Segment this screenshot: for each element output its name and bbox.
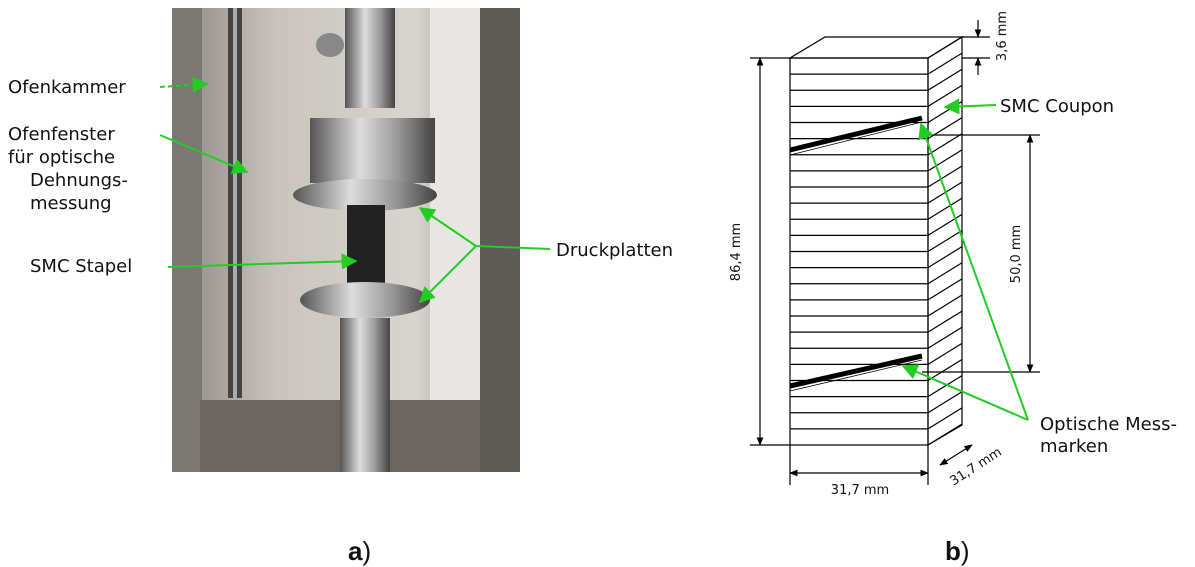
caption: a) bbox=[348, 536, 371, 566]
dim-label: 31,7 mm bbox=[831, 483, 889, 498]
label: Dehnungs- bbox=[30, 170, 128, 191]
caption-letter: a bbox=[348, 536, 363, 566]
arrow bbox=[418, 207, 477, 247]
layer-side-line bbox=[927, 197, 963, 220]
layer-side-line bbox=[927, 68, 963, 91]
dim-label: 31,7 mm bbox=[948, 445, 1005, 489]
layer-side-line bbox=[927, 407, 963, 430]
label: Druckplatten bbox=[556, 240, 673, 261]
layer-side-line bbox=[927, 375, 963, 398]
measure-mark bbox=[789, 115, 923, 153]
layer-side-line bbox=[927, 84, 963, 107]
dim-label: 86,4 mm bbox=[729, 223, 744, 281]
layer-side-line bbox=[927, 342, 963, 365]
arrow bbox=[418, 245, 477, 304]
layer-side-line bbox=[927, 165, 963, 188]
layer-side-line bbox=[927, 358, 963, 382]
label: Optische Mess- bbox=[1040, 414, 1177, 435]
layer-side-line bbox=[927, 100, 963, 124]
caption-paren: ) bbox=[362, 536, 371, 566]
layer-side-line bbox=[927, 149, 963, 172]
measure-mark bbox=[789, 359, 923, 392]
label: Ofenkammer bbox=[8, 77, 126, 98]
dimension bbox=[939, 444, 973, 466]
caption: b) bbox=[945, 536, 970, 566]
caption-letter: b bbox=[945, 536, 961, 566]
layer-side-line bbox=[927, 294, 963, 317]
layer-side-line bbox=[927, 246, 963, 269]
measure-mark bbox=[789, 353, 923, 389]
dim-label: 50,0 mm bbox=[1009, 225, 1024, 283]
layer-side-line bbox=[927, 423, 963, 446]
layer-side-line bbox=[927, 326, 963, 349]
arrow bbox=[918, 122, 1029, 421]
caption-paren: ) bbox=[961, 536, 970, 566]
label: marken bbox=[1040, 436, 1108, 457]
layer-side-line bbox=[927, 52, 963, 75]
layer-side-line bbox=[927, 310, 963, 333]
arrow bbox=[167, 253, 358, 270]
layer-side-line bbox=[927, 229, 963, 253]
layer-side-line bbox=[927, 213, 963, 236]
arrow bbox=[159, 134, 249, 174]
arrow bbox=[901, 364, 1029, 421]
layer-side-line bbox=[927, 133, 963, 156]
stack-diagram bbox=[787, 35, 965, 447]
label: für optische bbox=[8, 147, 115, 168]
label: messung bbox=[30, 193, 112, 214]
label: SMC Coupon bbox=[1000, 96, 1114, 117]
layer-side-line bbox=[927, 391, 963, 414]
arrow bbox=[943, 98, 997, 115]
dim-label: 3,6 mm bbox=[995, 11, 1010, 61]
measure-mark bbox=[789, 121, 923, 156]
layer-side-line bbox=[927, 262, 963, 285]
label: Ofenfenster bbox=[8, 124, 115, 145]
arrow bbox=[475, 245, 551, 250]
label: SMC Stapel bbox=[30, 256, 132, 277]
layer-side-line bbox=[927, 278, 963, 301]
